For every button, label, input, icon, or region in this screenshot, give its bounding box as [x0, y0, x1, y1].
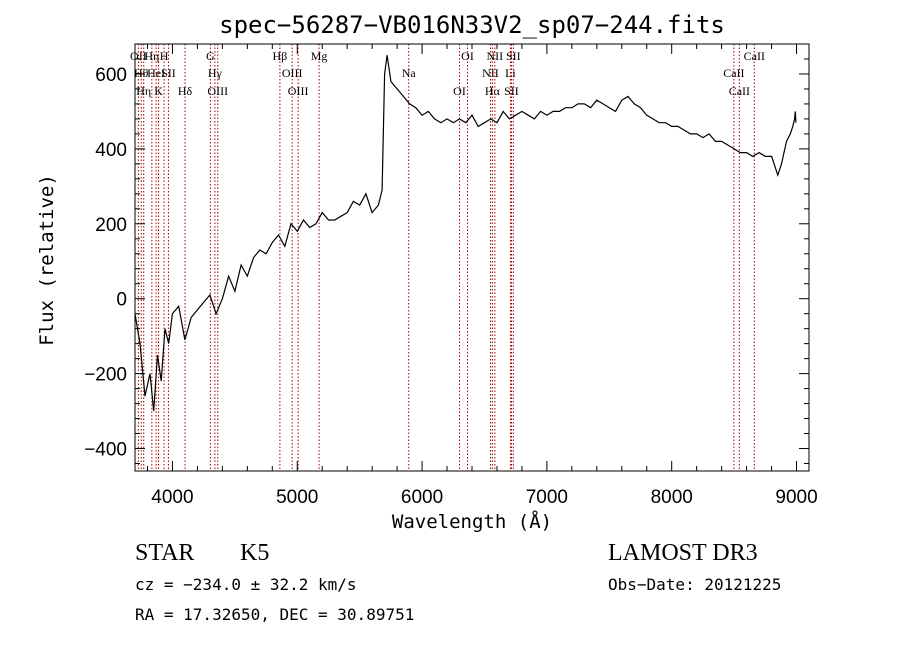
redshift-text: cz = −234.0 ± 32.2 km/s: [135, 575, 357, 594]
spectral-line-label: SII: [504, 84, 519, 98]
line-marks: OIIHθHηHηHeIKHSIIHδGHγOIIIHβOIIIOIIIMgNa…: [130, 44, 765, 471]
y-tick-label: 0: [116, 290, 127, 311]
chart-title: spec−56287−VB016N33V2_sp07−244.fits: [219, 11, 725, 39]
x-tick-label: 5000: [276, 487, 318, 508]
spectral-line-label: NII: [487, 49, 504, 63]
spectral-line-label: CaII: [723, 66, 744, 80]
object-subclass: K5: [240, 540, 269, 566]
spectral-line-label: Li: [505, 66, 516, 80]
y-axis: −400 −200 0 200 400 600: [84, 58, 809, 465]
spectral-line-label: G: [206, 49, 215, 63]
spectral-line-label: OIII: [207, 84, 228, 98]
x-tick-label: 8000: [651, 487, 693, 508]
spectral-line-label: OI: [461, 49, 474, 63]
spectral-line-label: CaII: [729, 84, 750, 98]
y-tick-label: 600: [95, 65, 127, 86]
spectral-line-label: Hη: [144, 49, 159, 63]
y-tick-label: −200: [84, 365, 127, 386]
spectral-line-label: CaII: [744, 49, 765, 63]
spectrum-series: [134, 55, 797, 412]
y-tick-label: 200: [95, 215, 127, 236]
y-tick-label: 400: [95, 140, 127, 161]
spectral-line-label: Na: [402, 66, 417, 80]
x-tick-label: 4000: [151, 487, 193, 508]
x-tick-label: 9000: [775, 487, 817, 508]
spectral-line-label: OIII: [288, 84, 309, 98]
spectral-line-label: Hθ: [134, 66, 149, 80]
spectral-line-label: OIII: [282, 66, 303, 80]
plot-frame: [134, 43, 810, 472]
spectral-line-label: OII: [130, 49, 147, 63]
flux-line: [134, 55, 797, 412]
spectral-line-label: SII: [506, 49, 521, 63]
survey-name: LAMOST DR3: [608, 540, 758, 566]
spectral-line-label: H: [160, 49, 169, 63]
spectral-line-label: SII: [161, 66, 176, 80]
spectral-line-label: Hβ: [273, 49, 288, 63]
spectral-line-label: HeI: [147, 66, 165, 80]
x-tick-label: 7000: [526, 487, 568, 508]
y-axis-label: Flux (relative): [36, 174, 58, 346]
spectral-line-label: Hγ: [208, 66, 223, 80]
spectral-line-label: OI: [453, 84, 466, 98]
spectral-line-label: K: [154, 84, 163, 98]
coordinates-text: RA = 17.32650, DEC = 30.89751: [135, 605, 414, 624]
x-axis: 4000 5000 6000 7000 8000 9000: [146, 44, 818, 508]
object-type: STAR: [135, 540, 194, 566]
spectral-line-label: Mg: [311, 49, 328, 63]
y-tick-label: −400: [84, 440, 127, 461]
observation-date: Obs−Date: 20121225: [608, 575, 781, 594]
x-tick-label: 6000: [401, 487, 443, 508]
spectral-line-label: Hη: [136, 84, 151, 98]
spectral-line-label: NII: [482, 66, 499, 80]
spectral-line-label: Hα: [485, 84, 501, 98]
x-axis-label: Wavelength (Å): [392, 510, 552, 533]
spectral-line-label: Hδ: [178, 84, 193, 98]
